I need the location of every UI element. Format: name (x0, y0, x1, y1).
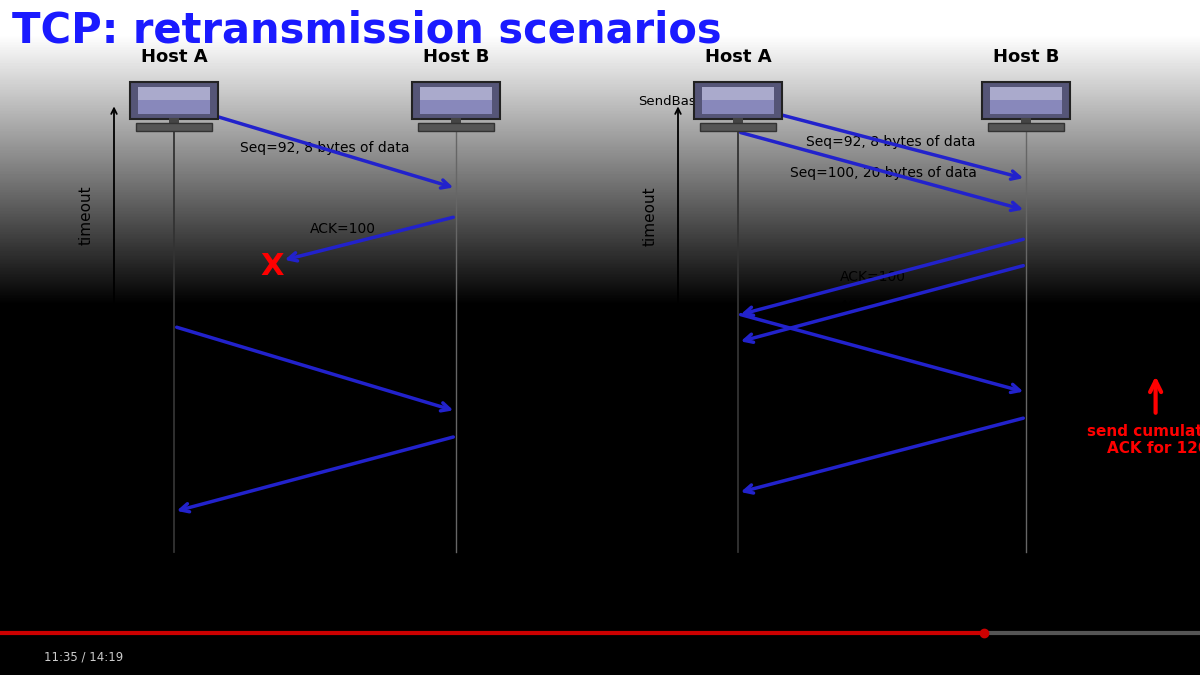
Bar (169, 117, 179, 124)
Text: SendBase=120: SendBase=120 (630, 340, 732, 353)
Text: 11:35 / 14:19: 11:35 / 14:19 (44, 651, 124, 664)
Bar (1021, 117, 1031, 124)
Text: Seq=92, 8 bytes of data: Seq=92, 8 bytes of data (240, 367, 409, 381)
Text: Host B: Host B (422, 48, 490, 66)
Text: Seq=100, 20 bytes of data: Seq=100, 20 bytes of data (790, 166, 977, 180)
FancyBboxPatch shape (420, 87, 492, 113)
FancyBboxPatch shape (138, 87, 210, 113)
FancyBboxPatch shape (136, 123, 212, 131)
FancyBboxPatch shape (130, 82, 218, 119)
Text: ACK=100: ACK=100 (310, 222, 376, 236)
Bar (451, 117, 461, 124)
Text: SendBase=92: SendBase=92 (638, 95, 732, 108)
FancyBboxPatch shape (988, 123, 1064, 131)
Bar (733, 117, 743, 124)
FancyBboxPatch shape (990, 87, 1062, 100)
Text: Host A: Host A (704, 48, 772, 66)
Text: Seq=92,  8
bytes of data: Seq=92, 8 bytes of data (834, 344, 926, 374)
Text: Host B: Host B (992, 48, 1060, 66)
Text: SendBase=120: SendBase=120 (630, 486, 732, 500)
FancyBboxPatch shape (990, 87, 1062, 113)
Text: TCP: retransmission scenarios: TCP: retransmission scenarios (12, 9, 721, 51)
FancyBboxPatch shape (694, 82, 782, 119)
Text: send cumulative
ACK for 120: send cumulative ACK for 120 (1087, 424, 1200, 456)
FancyBboxPatch shape (702, 87, 774, 113)
FancyBboxPatch shape (138, 87, 210, 100)
Text: timeout: timeout (79, 185, 94, 245)
FancyBboxPatch shape (420, 87, 492, 100)
FancyBboxPatch shape (418, 123, 494, 131)
Text: premature timeout: premature timeout (769, 595, 995, 615)
Text: timeout: timeout (643, 187, 658, 246)
FancyBboxPatch shape (702, 87, 774, 100)
FancyBboxPatch shape (982, 82, 1070, 119)
FancyBboxPatch shape (700, 123, 776, 131)
Text: Seq=92, 8 bytes of data: Seq=92, 8 bytes of data (240, 140, 409, 155)
Text: SendBase=100: SendBase=100 (630, 310, 732, 323)
Text: ACK=100: ACK=100 (840, 271, 906, 284)
Text: Host A: Host A (140, 48, 208, 66)
Text: lost ACK scenario: lost ACK scenario (212, 595, 418, 615)
Text: X: X (260, 252, 284, 281)
Text: ACK=120: ACK=120 (840, 299, 906, 313)
FancyBboxPatch shape (412, 82, 500, 119)
Text: ACK=120: ACK=120 (818, 452, 884, 466)
Text: ACK=100: ACK=100 (264, 473, 330, 487)
Text: Seq=92, 8 bytes of data: Seq=92, 8 bytes of data (806, 136, 976, 149)
